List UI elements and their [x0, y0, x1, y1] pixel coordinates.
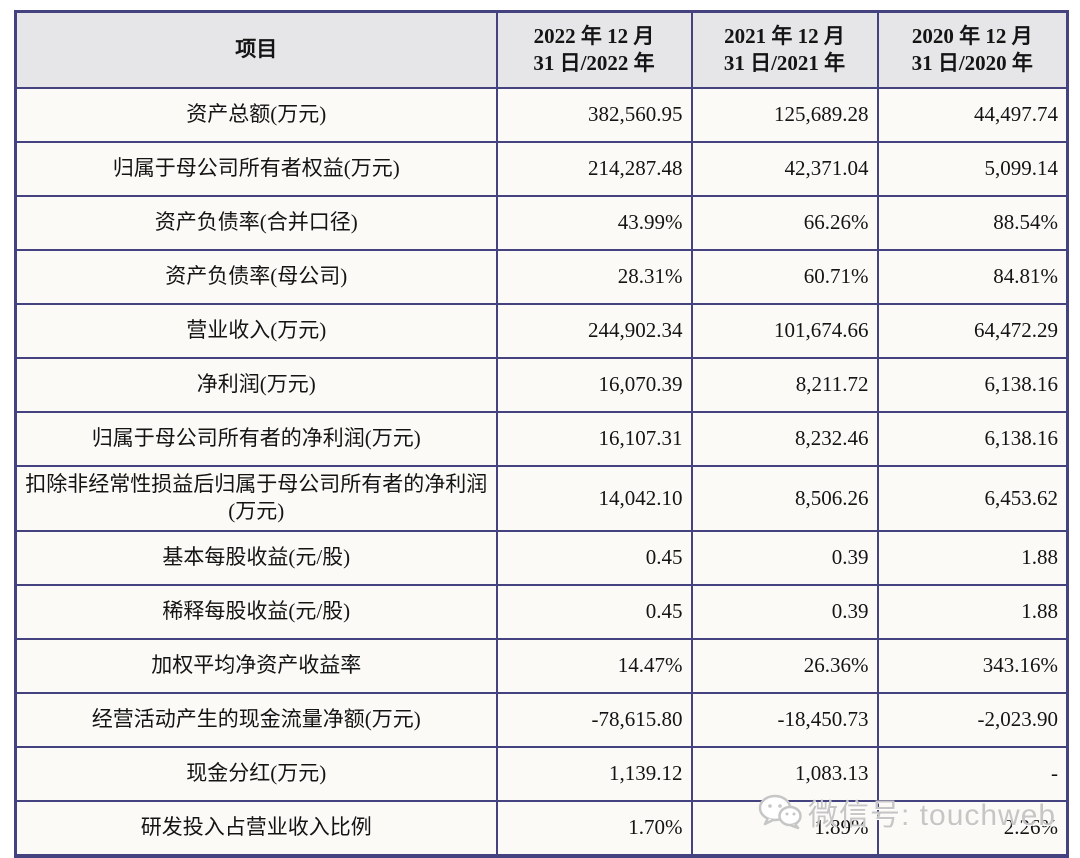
row-value: 16,070.39: [495, 357, 693, 413]
table-row: 净利润(万元) 16,070.39 8,211.72 6,138.16: [14, 357, 1069, 413]
row-label: 扣除非经常性损益后归属于母公司所有者的净利润(万元): [14, 465, 498, 532]
row-value: 6,138.16: [876, 411, 1069, 467]
row-value: 1,083.13: [690, 745, 879, 802]
table-row: 加权平均净资产收益率 14.47% 26.36% 343.16%: [14, 637, 1069, 694]
row-value: 6,138.16: [876, 357, 1069, 413]
row-value: -78,615.80: [495, 691, 693, 748]
watermark-text: 微信号: touchweb: [808, 799, 1057, 832]
row-value: 14,042.10: [495, 465, 693, 532]
header-period-2020: 2020 年 12 月 31 日/2020 年: [876, 10, 1069, 89]
row-value: -: [876, 745, 1069, 802]
row-value: 14.47%: [495, 637, 693, 694]
row-value: 244,902.34: [495, 303, 693, 359]
row-value: 5,099.14: [876, 141, 1069, 197]
table-row: 扣除非经常性损益后归属于母公司所有者的净利润(万元) 14,042.10 8,506…: [14, 465, 1069, 532]
table-row: 资产负债率(母公司) 28.31% 60.71% 84.81%: [14, 249, 1069, 305]
row-value: 8,211.72: [690, 357, 879, 413]
row-value: 84.81%: [876, 249, 1069, 305]
row-value: 1.70%: [495, 799, 693, 857]
table-row: 经营活动产生的现金流量净额(万元) -78,615.80 -18,450.73 -2,…: [14, 691, 1069, 748]
row-label: 基本每股收益(元/股): [14, 529, 498, 586]
header-period-line: 2020 年 12 月: [911, 23, 1033, 48]
table-body: 资产总额(万元) 382,560.95 125,689.28 44,497.74 归属于…: [14, 87, 1069, 857]
row-label: 经营活动产生的现金流量净额(万元): [14, 691, 498, 748]
row-label: 营业收入(万元): [14, 303, 498, 359]
row-label: 归属于母公司所有者的净利润(万元): [14, 411, 498, 467]
row-label: 研发投入占营业收入比例: [14, 799, 498, 857]
row-value: 8,232.46: [690, 411, 879, 467]
row-value: 2.26%: [876, 799, 1069, 857]
header-item-column: 项目: [14, 10, 498, 89]
row-value: 343.16%: [876, 637, 1069, 694]
row-label: 现金分红(万元): [14, 745, 498, 802]
row-value: 0.39: [690, 529, 879, 586]
row-value: 26.36%: [690, 637, 879, 694]
header-period-line: 2021 年 12 月: [724, 23, 845, 48]
row-value: 43.99%: [495, 195, 693, 251]
header-period-2021: 2021 年 12 月 31 日/2021 年: [690, 10, 879, 89]
row-value: 1.88: [876, 529, 1069, 586]
row-value: 44,497.74: [876, 87, 1069, 143]
row-value: 125,689.28: [690, 87, 879, 143]
row-value: 214,287.48: [495, 141, 693, 197]
row-value: 6,453.62: [876, 465, 1069, 532]
row-value: 0.39: [690, 583, 879, 640]
table-row: 现金分红(万元) 1,139.12 1,083.13-: [14, 745, 1069, 802]
row-value: 64,472.29: [876, 303, 1069, 359]
table-row: 基本每股收益(元/股) 0.45 0.39 1.88: [14, 529, 1069, 586]
row-value: 1.88: [876, 583, 1069, 640]
row-value: 8,506.26: [690, 465, 879, 532]
table-row: 营业收入(万元) 244,902.34 101,674.66 64,472.29: [14, 303, 1069, 359]
header-period-line: 31 日/2020 年: [911, 51, 1033, 75]
row-label: 资产负债率(母公司): [14, 249, 498, 305]
row-label: 净利润(万元): [14, 357, 498, 413]
row-value: 60.71%: [690, 249, 879, 305]
row-value: -2,023.90: [876, 691, 1069, 748]
header-period-line: 2022 年 12 月: [533, 23, 655, 48]
header-period-line: 31 日/2022 年: [533, 51, 655, 75]
row-value: 0.45: [495, 583, 693, 640]
row-value: 42,371.04: [690, 141, 879, 197]
table-row: 归属于母公司所有者的净利润(万元) 16,107.31 8,232.46 6,138.…: [14, 411, 1069, 467]
row-value: 1,139.12: [495, 745, 693, 802]
row-value: 28.31%: [495, 249, 693, 305]
row-value: 101,674.66: [690, 303, 879, 359]
row-label: 资产负债率(合并口径): [14, 195, 498, 251]
table-row: 资产总额(万元) 382,560.95 125,689.28 44,497.74: [14, 87, 1069, 143]
row-label: 加权平均净资产收益率: [14, 637, 498, 694]
row-label: 稀释每股收益(元/股): [14, 583, 498, 640]
row-value: 88.54%: [876, 195, 1069, 251]
watermark: 微信号: touchweb: [758, 790, 1056, 834]
row-label: 资产总额(万元): [14, 87, 498, 143]
table-row: 归属于母公司所有者权益(万元) 214,287.48 42,371.04 5,099.…: [14, 141, 1069, 197]
row-value: -18,450.73: [690, 691, 879, 748]
row-value: 382,560.95: [495, 87, 693, 143]
table-row: 稀释每股收益(元/股) 0.45 0.39 1.88: [14, 583, 1069, 640]
row-value: 16,107.31: [495, 411, 693, 467]
row-label: 归属于母公司所有者权益(万元): [14, 141, 498, 197]
financial-summary-table: 项目 2022 年 12 月 31 日/2022 年 2021 年 12 月 3…: [14, 10, 1069, 858]
row-value: 0.45: [495, 529, 693, 586]
header-row: 项目 2022 年 12 月 31 日/2022 年 2021 年 12 月 3…: [14, 10, 1069, 89]
wechat-icon: [758, 794, 802, 830]
row-value: 66.26%: [690, 195, 879, 251]
table-row: 研发投入占营业收入比例 1.70% 1.89% 2.26%: [14, 799, 1069, 857]
header-period-line: 31 日/2021 年: [723, 51, 846, 75]
header-period-2022: 2022 年 12 月 31 日/2022 年: [495, 10, 693, 89]
table-row: 资产负债率(合并口径) 43.99% 66.26% 88.54%: [14, 195, 1069, 251]
